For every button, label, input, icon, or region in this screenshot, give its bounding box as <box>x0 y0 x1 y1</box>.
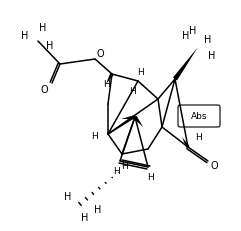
Polygon shape <box>173 48 198 81</box>
Text: O: O <box>96 49 104 59</box>
Text: H: H <box>64 191 72 201</box>
Text: H: H <box>113 167 119 176</box>
Polygon shape <box>121 116 135 119</box>
Text: H: H <box>182 31 190 41</box>
Text: H: H <box>129 87 135 96</box>
Text: H: H <box>189 26 197 36</box>
Text: H: H <box>137 68 143 77</box>
Text: H: H <box>147 173 153 182</box>
Polygon shape <box>182 137 189 148</box>
Text: H: H <box>39 23 47 33</box>
Text: H: H <box>208 51 216 61</box>
FancyBboxPatch shape <box>178 106 220 128</box>
Text: H: H <box>21 31 29 41</box>
Text: H: H <box>121 162 127 171</box>
Text: O: O <box>210 160 218 170</box>
Text: H: H <box>92 132 98 141</box>
Text: H: H <box>46 41 54 51</box>
Text: H: H <box>94 204 102 214</box>
Text: H: H <box>81 212 89 222</box>
Text: H: H <box>104 80 110 89</box>
Polygon shape <box>134 116 143 128</box>
Text: O: O <box>40 85 48 94</box>
Text: H: H <box>195 133 201 142</box>
Text: Abs: Abs <box>191 112 207 121</box>
Polygon shape <box>106 74 114 85</box>
Text: H: H <box>204 35 212 45</box>
